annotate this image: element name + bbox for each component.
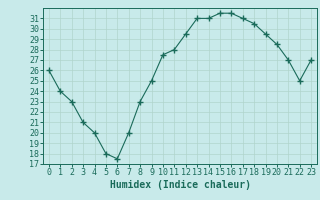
X-axis label: Humidex (Indice chaleur): Humidex (Indice chaleur) [109,180,251,190]
